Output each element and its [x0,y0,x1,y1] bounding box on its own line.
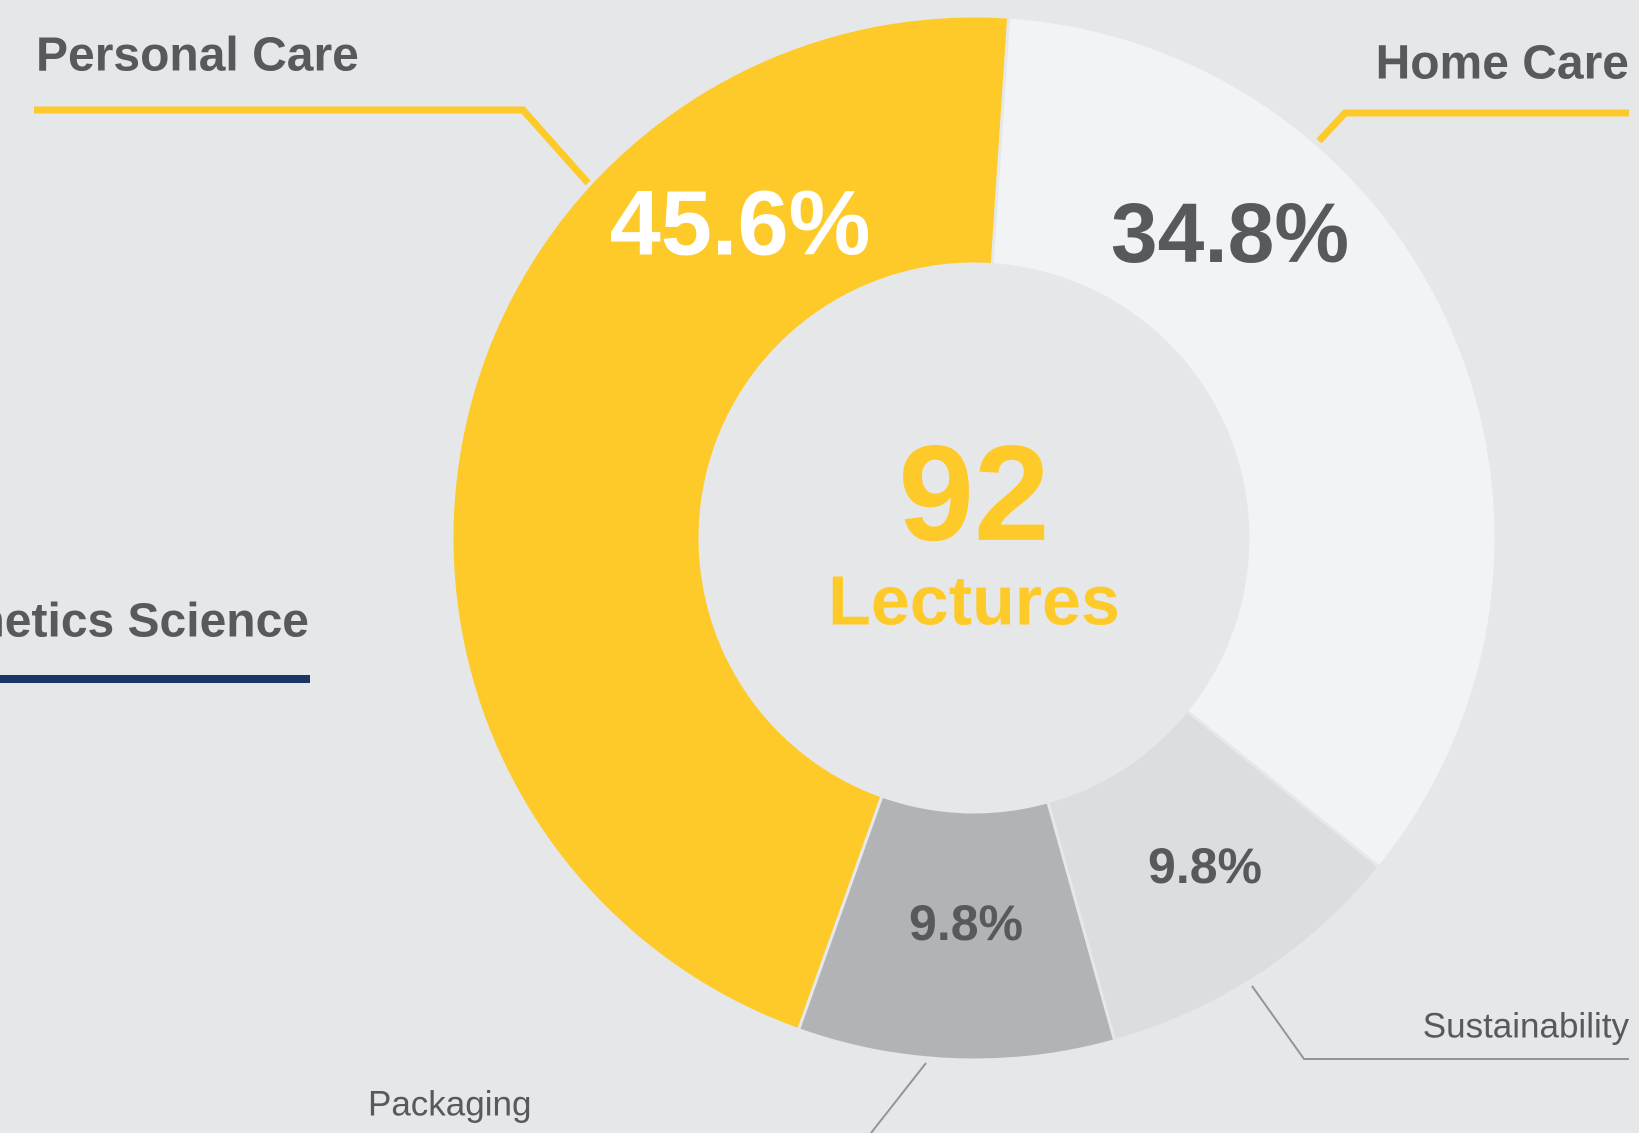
category-label: Home Care [1376,37,1629,90]
slice [990,15,1498,870]
value-label: 34.8% [1111,186,1349,280]
category-label: Packaging [368,1084,531,1123]
slice [450,14,1011,1032]
leader-lines [0,106,1629,1133]
leader-line [1316,109,1629,144]
leader-line [1251,985,1629,1060]
leader-line [34,106,591,186]
leader-line [870,1062,927,1133]
category-label: Sustainability [1423,1006,1630,1045]
center-value: 92 [898,417,1049,569]
center-label: Lectures [828,561,1120,639]
extra-label: Cosmetics Science [0,595,309,648]
value-label: 9.8% [909,895,1023,951]
slices [450,14,1498,1062]
category-label: Personal Care [36,29,359,82]
value-label: 9.8% [1148,838,1262,894]
value-label: 45.6% [610,172,871,274]
